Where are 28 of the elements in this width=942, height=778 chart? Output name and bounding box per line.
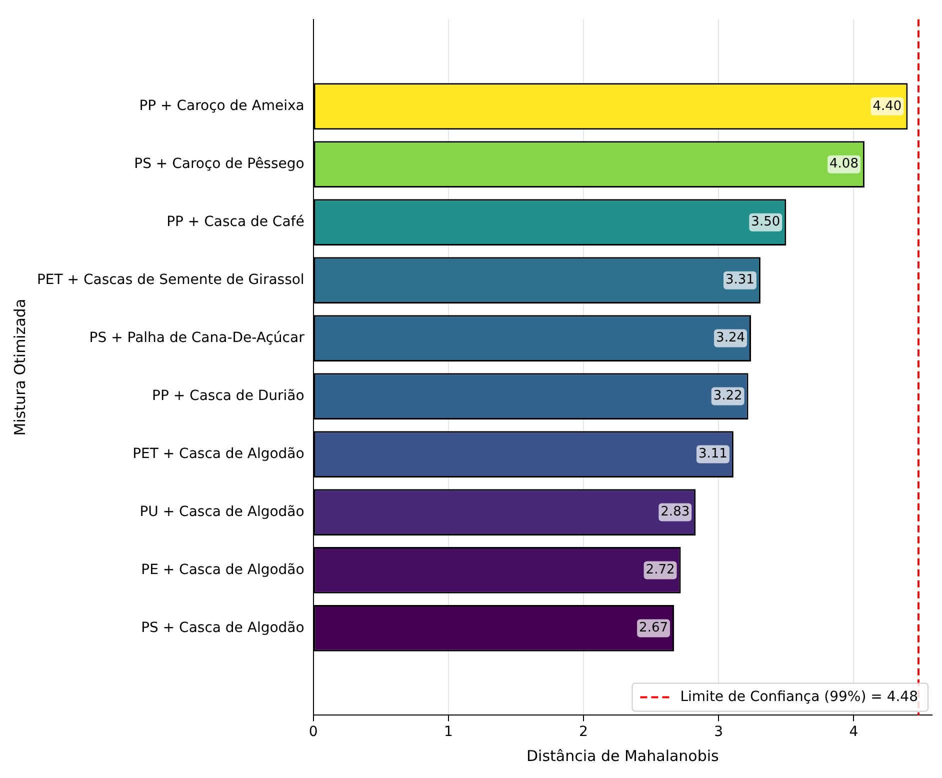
x-tick-label: 1 — [444, 724, 453, 740]
y-tick-label: PS + Caroço de Pêssego — [134, 156, 304, 172]
y-tick-label: PET + Cascas de Semente de Girassol — [36, 272, 304, 288]
data-label: 2.67 — [639, 620, 668, 636]
data-label: 3.24 — [716, 330, 745, 346]
x-tick-label: 2 — [579, 724, 588, 740]
x-tick-label: 4 — [849, 724, 858, 740]
x-tick-label: 0 — [308, 724, 318, 740]
data-label: 3.31 — [726, 272, 754, 288]
data-label: 2.83 — [660, 504, 690, 520]
data-label: 2.72 — [646, 562, 675, 578]
data-label: 3.22 — [713, 388, 742, 404]
y-tick-label: PU + Casca de Algodão — [140, 504, 304, 520]
y-tick-label: PS + Palha de Cana-De-Açúcar — [89, 330, 305, 346]
y-axis-title: Mistura Otimizada — [10, 298, 29, 436]
y-tick-label: PE + Casca de Algodão — [141, 562, 304, 578]
data-label: 4.08 — [830, 156, 858, 172]
x-axis-title: Distância de Mahalanobis — [526, 746, 720, 765]
data-label: 3.50 — [751, 214, 780, 230]
y-tick-label: PET + Casca de Algodão — [132, 446, 304, 462]
y-tick-label: PP + Casca de Durião — [152, 388, 304, 404]
y-tick-label: PP + Caroço de Ameixa — [139, 98, 304, 114]
data-label: 3.11 — [698, 446, 728, 462]
x-tick-label: 3 — [714, 724, 724, 740]
ref-line-label: Limite de Confiança (99%) = 4.48 — [680, 688, 918, 705]
y-tick-label: PP + Casca de Café — [166, 214, 304, 230]
data-label: 4.40 — [872, 98, 902, 114]
y-tick-label: PS + Casca de Algodão — [141, 620, 304, 636]
